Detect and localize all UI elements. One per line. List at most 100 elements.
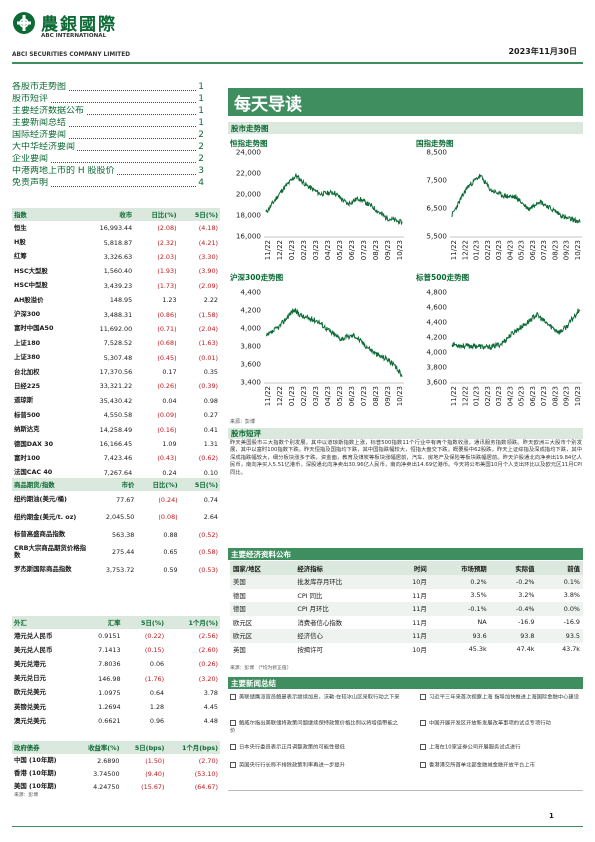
table-cell: 1.31 xyxy=(203,440,218,449)
toc-item-label: 大中华经济要闻 xyxy=(12,142,78,152)
y-tick-label: 4,400 xyxy=(240,288,261,297)
commodity-table: 商品期货/指数 市价 日比(%) 5日(%) 纽约期油(美元/桶) 77.67 (0.24)… xyxy=(12,478,220,579)
table-cell: (0.86) xyxy=(157,310,177,319)
news-item[interactable]: 美联储鹰派官员鲍曼表示继续加息，沃勒·在较冰山区采取行动之下来 xyxy=(230,694,400,702)
table-cell: 35,430.42 xyxy=(99,396,133,405)
charts-section-title: 股市走势图 xyxy=(231,124,269,133)
table-cell: (0.71) xyxy=(157,324,177,333)
checkbox-icon xyxy=(230,694,236,700)
toc-item-page: 2 xyxy=(196,154,204,165)
y-tick-label: 4,800 xyxy=(426,288,447,297)
table-row: 德国DAX 30 16,166.45 1.09 1.31 xyxy=(12,437,220,451)
table-cell: (1.58) xyxy=(198,310,218,319)
x-tick-label: 08/23 xyxy=(551,240,559,260)
news-item[interactable]: 鲍威尔指出美联储将政策问题继续保持政策价格比例以将增值带能之价 xyxy=(230,720,400,735)
table-header-cell: 5日(%) xyxy=(179,478,220,491)
toc-item[interactable]: 免责声明 4 xyxy=(12,178,204,189)
table-cell: (1.93) xyxy=(157,267,177,276)
table-cell: 0.96 xyxy=(149,717,165,726)
table-cell: -16.9 xyxy=(563,618,580,627)
table-cell: 沪深300 xyxy=(14,310,41,319)
logo-chinese-name: 農銀國際 xyxy=(41,15,117,35)
table-cell: 台北加权 xyxy=(14,367,40,376)
x-tick-label: 10/23 xyxy=(396,240,404,260)
toc-item[interactable]: 国际经济要闻 2 xyxy=(12,130,204,141)
table-cell: 93.6 xyxy=(429,629,490,643)
table-cell: 0.35 xyxy=(203,368,218,377)
news-bottom-rule xyxy=(228,790,583,791)
table-cell: 1.23 xyxy=(162,296,177,305)
table-row: 英镑兑美元 1.2694 1.28 4.45 xyxy=(12,700,220,714)
toc-item[interactable]: 大中华经济要闻 2 xyxy=(12,142,204,153)
table-cell: -16.9 xyxy=(517,618,535,627)
toc-item-label: 股市短评 xyxy=(12,94,51,104)
table-row: 恒生 16,993.44 (2.08) (4.18) xyxy=(12,221,220,235)
table-cell: AH股溢价 xyxy=(14,295,44,304)
toc-item-label: 免责声明 xyxy=(12,178,51,188)
y-tick-label: 16,000 xyxy=(236,232,262,241)
y-tick-label: 8,500 xyxy=(426,148,447,157)
news-item[interactable]: 中国开展开发区开放新发展改革事项的试点专项行动 xyxy=(420,720,580,728)
table-cell: 43.7k xyxy=(562,645,580,654)
x-tick-label: 04/23 xyxy=(324,240,332,260)
table-cell: 7.1413 xyxy=(98,646,121,655)
news-title: 主要新闻总结 xyxy=(231,679,276,688)
table-cell: -0.4% xyxy=(489,602,538,616)
table-cell: 恒生 xyxy=(14,223,27,232)
table-cell: 14,258.49 xyxy=(99,425,133,434)
table-header-cell: 日比(%) xyxy=(134,208,179,221)
table-header-cell: 政府债券 xyxy=(12,741,75,754)
toc-item[interactable]: 股市短评 1 xyxy=(12,94,204,105)
toc-item[interactable]: 中港两地上市的 H 股股价 3 xyxy=(12,166,204,177)
toc-item-label: 主要经济数据公布 xyxy=(12,106,87,116)
table-header-row: 外汇 汇率 5日(%) 1个月(%) xyxy=(12,616,220,629)
x-tick-label: 08/23 xyxy=(372,240,380,260)
news-item[interactable]: 英国央行行长称不排除政策利率再进一步提升 xyxy=(230,762,400,770)
table-cell: 17,370.56 xyxy=(99,368,133,377)
x-tick-label: 08/23 xyxy=(551,386,559,406)
table-cell: 0.65 xyxy=(163,548,178,557)
checkbox-icon xyxy=(230,744,236,750)
table-cell: 2.22 xyxy=(203,296,218,305)
toc-item[interactable]: 主要新闻总结 1 xyxy=(12,118,204,129)
table-header-cell: 5日(bps) xyxy=(121,741,167,754)
news-item[interactable]: 香港港交所首单北部金融城金融开放平台上市 xyxy=(420,762,580,770)
price-line xyxy=(265,173,403,225)
table-cell: (0.16) xyxy=(157,425,177,434)
x-tick-label: 12/22 xyxy=(276,386,284,406)
table-row: 富时100 7,423.46 (0.43) (0.62) xyxy=(12,451,220,465)
table-cell: 93.8 xyxy=(489,629,538,643)
x-tick-label: 01/23 xyxy=(473,240,481,260)
table-header-cell: 时间 xyxy=(390,561,430,575)
table-cell: 3.78 xyxy=(203,688,218,697)
table-cell: 0.10 xyxy=(203,468,218,477)
table-cell: 日经225 xyxy=(14,381,41,390)
y-tick-label: 24,000 xyxy=(236,148,262,157)
table-cell: 经济信心 xyxy=(294,629,391,643)
table-row: 法国CAC 40 7,267.64 0.24 0.10 xyxy=(12,466,220,480)
checkbox-icon xyxy=(420,762,426,768)
x-tick-label: 02/23 xyxy=(300,386,308,406)
table-cell: 275.44 xyxy=(112,548,135,557)
table-row: 罗杰斯国际商品指数 3,753.72 0.59 (0.53) xyxy=(12,561,220,579)
table-cell: 3,488.31 xyxy=(103,310,133,319)
table-cell: CPI 月环比 xyxy=(294,602,391,616)
news-item-text: 鲍威尔指出美联储将政策问题继续保持政策价格比例以将增值带能之价 xyxy=(230,720,398,734)
x-tick-label: 03/23 xyxy=(312,386,320,406)
toc-item[interactable]: 主要经济数据公布 1 xyxy=(12,106,204,117)
table-cell: 0.74 xyxy=(203,495,218,504)
news-item[interactable]: 日本央行委员表示正月调整政策的可能性很低 xyxy=(230,744,400,752)
table-cell: 7,423.46 xyxy=(103,454,133,463)
table-cell: 3.2% xyxy=(518,591,535,600)
toc-item[interactable]: 企业要闻 2 xyxy=(12,154,204,165)
y-tick-label: 22,000 xyxy=(236,169,262,178)
table-cell: 按揭许可 xyxy=(297,645,323,654)
table-cell: 10月 xyxy=(412,645,427,654)
table-row: 美元兑港元 7.8036 0.06 (0.26) xyxy=(12,657,220,671)
x-tick-label: 02/23 xyxy=(300,240,308,260)
table-cell: 2,045.50 xyxy=(105,513,135,522)
news-item[interactable]: 习近平三年来首次视察上海 指导加快推进上海国际金融中心建设 xyxy=(420,694,580,702)
news-item[interactable]: 上海在10家证券公司开展服务试点进行 xyxy=(420,744,580,752)
toc-item[interactable]: 各股市走势图 1 xyxy=(12,82,204,93)
